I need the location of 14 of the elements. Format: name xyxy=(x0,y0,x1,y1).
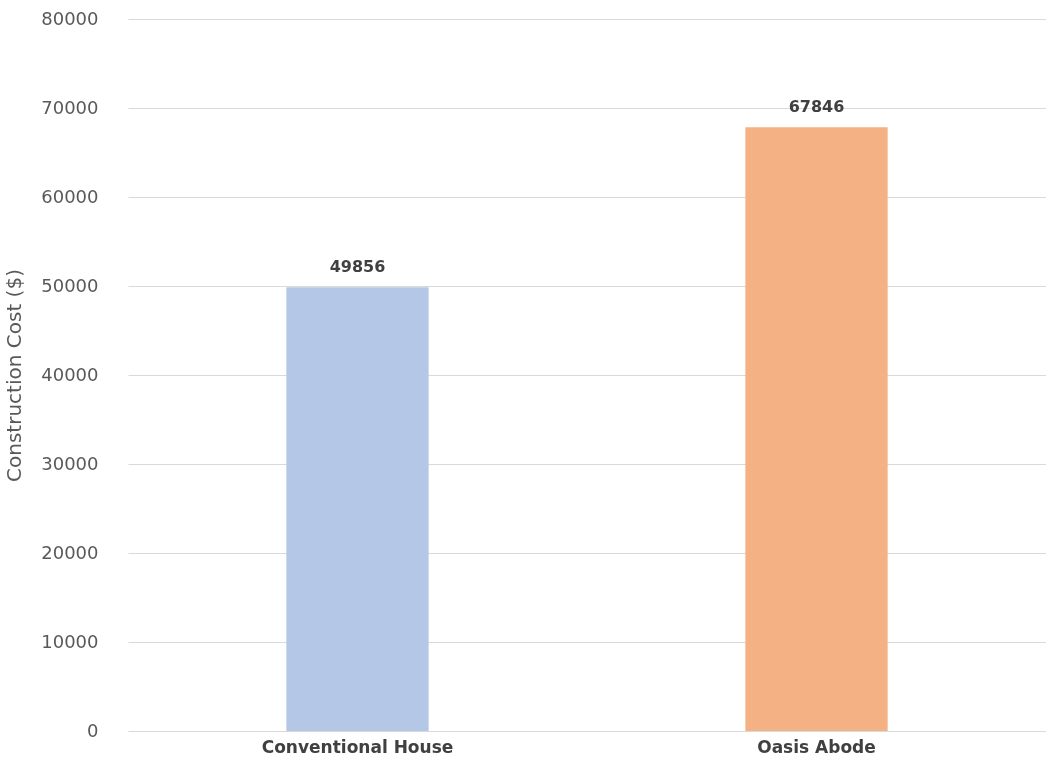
y-tick-label: 0 xyxy=(87,719,99,741)
x-tick-label: Oasis Abode xyxy=(757,736,876,757)
y-tick-label: 10000 xyxy=(41,630,99,652)
data-label: 49856 xyxy=(329,257,386,277)
data-label: 67846 xyxy=(788,97,845,117)
y-tick-label: 50000 xyxy=(41,274,99,296)
y-tick-label: 20000 xyxy=(41,541,99,563)
y-tick-label: 70000 xyxy=(41,96,99,118)
y-tick-label: 60000 xyxy=(41,185,99,207)
y-tick-label: 80000 xyxy=(41,7,99,29)
y-tick-label: 30000 xyxy=(41,452,99,474)
y-axis-title: Construction Cost ($) xyxy=(2,269,27,482)
x-tick-label: Conventional House xyxy=(261,736,454,757)
y-tick-label: 40000 xyxy=(41,363,99,385)
